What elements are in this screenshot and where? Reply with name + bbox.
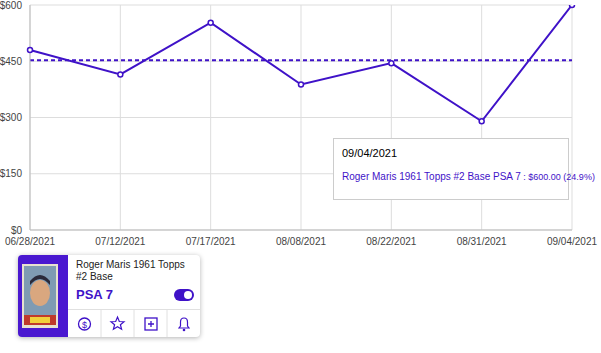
- svg-text:08/31/2021: 08/31/2021: [457, 236, 507, 247]
- svg-text:$600: $600: [0, 0, 22, 11]
- html-text:Roger Maris 1961 Topps #2 Base: Roger Maris 1961 Topps #2 Base: [76, 259, 185, 282]
- svg-text:$300: $300: [0, 112, 22, 123]
- svg-text:08/22/2021: 08/22/2021: [366, 236, 416, 247]
- html-text:PSA 7: PSA 7: [76, 287, 114, 302]
- html-text:Roger Maris 1961 Topps #2 Base: Roger Maris 1961 Topps #2 Base PSA 7: $6…: [342, 171, 595, 182]
- svg-text:06/28/2021: 06/28/2021: [5, 236, 55, 247]
- svg-text:07/12/2021: 07/12/2021: [95, 236, 145, 247]
- svg-text:$0: $0: [11, 225, 23, 236]
- svg-text:$: $: [82, 320, 87, 330]
- svg-text:$450: $450: [0, 56, 22, 67]
- svg-text:07/17/2021: 07/17/2021: [186, 236, 236, 247]
- html-text:09/04/2021: 09/04/2021: [342, 147, 398, 159]
- svg-text:08/08/2021: 08/08/2021: [276, 236, 326, 247]
- svg-text:09/04/2021: 09/04/2021: [547, 236, 597, 247]
- svg-text:$150: $150: [0, 168, 22, 179]
